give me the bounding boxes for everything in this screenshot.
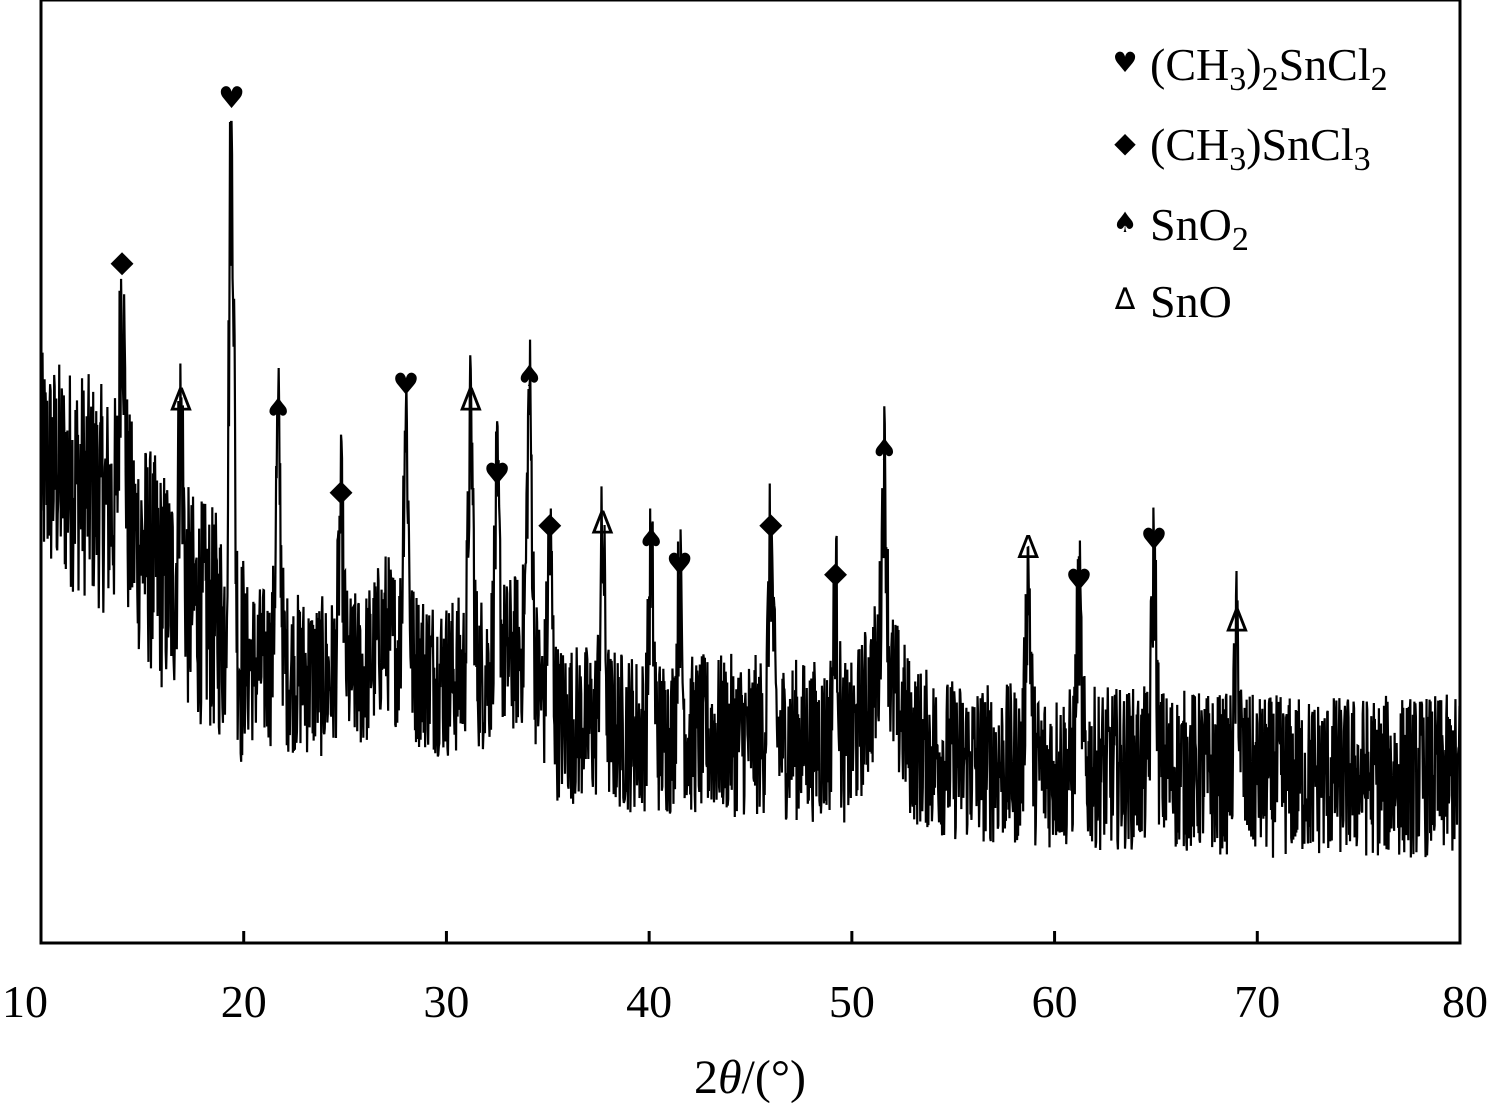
x-tick-label: 60 <box>1032 976 1078 1027</box>
legend-item: ◆ (CH3)SnCl3 <box>1114 119 1370 178</box>
legend-symbol: ◆ <box>1114 126 1136 159</box>
peak-marker: ◆ <box>759 506 782 541</box>
peak-marker: ♥ <box>666 547 693 582</box>
peak-marker: ∆ <box>1016 528 1039 566</box>
plot-frame <box>39 0 1462 945</box>
x-tick-label: 10 <box>2 976 48 1027</box>
legend-item: ∆ SnO <box>1114 276 1232 327</box>
peak-marker: ♠ <box>516 359 543 394</box>
peak-marker: ◆ <box>824 555 847 590</box>
peak-marker: ♥ <box>484 457 511 492</box>
peak-marker: ∆ <box>591 503 614 541</box>
peak-marker: ◆ <box>111 245 134 280</box>
peak-marker: ◆ <box>538 506 561 541</box>
peak-markers: ◆∆♥♠◆♥ ∆♥♠◆ ∆ ♠♥◆◆♠∆♥♥∆ <box>111 81 1249 640</box>
series-line <box>39 120 1462 858</box>
x-tick-label: 80 <box>1442 976 1488 1027</box>
peak-marker: ♠ <box>638 523 665 558</box>
peak-marker: ♥ <box>392 367 419 402</box>
x-tick-label: 70 <box>1234 976 1280 1027</box>
x-tick-label: 30 <box>423 976 469 1027</box>
xrd-pattern-series <box>39 120 1462 858</box>
x-tick-label: 20 <box>221 976 267 1027</box>
peak-marker: ♠ <box>871 433 898 468</box>
x-tick-label: 50 <box>829 976 875 1027</box>
legend-label: (CH3)SnCl3 <box>1150 119 1371 178</box>
legend-label: (CH3)2SnCl2 <box>1150 39 1388 98</box>
peak-marker: ∆ <box>1225 602 1248 640</box>
peak-marker: ∆ <box>459 381 482 419</box>
legend-symbol: ∆ <box>1114 282 1136 317</box>
legend: ♥ (CH3)2SnCl2 ◆ (CH3)SnCl3 ♠ SnO2 ∆ SnO <box>1112 39 1387 327</box>
peak-marker: ∆ <box>169 381 192 419</box>
x-axis-ticks: 10 20 30 40 50 60 70 80 <box>2 931 1488 1027</box>
legend-item: ♥ (CH3)2SnCl2 <box>1112 39 1387 98</box>
legend-item: ♠ SnO2 <box>1112 199 1248 258</box>
legend-symbol: ♠ <box>1112 206 1137 239</box>
peak-marker: ♥ <box>218 81 245 116</box>
legend-label: SnO2 <box>1150 199 1249 258</box>
legend-symbol: ♥ <box>1112 46 1137 79</box>
peak-marker: ♥ <box>1140 523 1167 558</box>
x-tick-label: 40 <box>626 976 672 1027</box>
peak-marker: ♠ <box>265 392 292 427</box>
x-axis-title: 2θ/(°) <box>694 1051 806 1104</box>
legend-label: SnO <box>1150 276 1232 327</box>
peak-marker: ♥ <box>1065 564 1092 599</box>
peak-marker: ◆ <box>329 474 352 509</box>
